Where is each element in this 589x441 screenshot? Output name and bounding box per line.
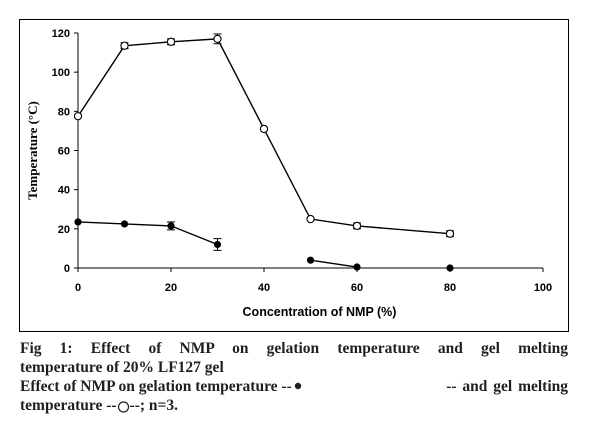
caption-body-text-2a: temperature -- — [20, 397, 117, 414]
caption-body-line-1: Effect of NMP on gelation temperature --… — [20, 377, 568, 396]
gelation-point-marker — [74, 218, 82, 226]
gelation-series-line — [77, 221, 218, 246]
caption-title-text-1: Fig 1: Effect of NMP on gelation tempera… — [20, 340, 568, 357]
y-tick-label: 120 — [52, 28, 70, 40]
gelation-point-marker — [120, 220, 129, 228]
caption-body-text-1b: -- and gel melting — [446, 378, 568, 395]
caption-body-line-2: temperature -- --; n=3. — [20, 396, 568, 415]
x-tick-label: 60 — [351, 282, 363, 294]
melting-point-marker — [259, 124, 269, 134]
melting-point-marker — [73, 112, 83, 121]
x-axis-label: Concentration of NMP (%) — [243, 305, 397, 319]
filled-circle-marker-icon — [294, 382, 301, 390]
gelation-point-marker — [167, 222, 175, 230]
melting-point-marker — [213, 34, 222, 44]
caption-body-text-2b: --; n=3. — [129, 397, 178, 414]
y-tick-label: 60 — [58, 146, 70, 158]
chart-svg: 0 20 40 60 80 100 120 0 20 40 60 80 100 Temperature … — [19, 19, 569, 332]
y-tick-label: 100 — [52, 67, 70, 79]
gelation-point-marker — [446, 264, 454, 272]
chart-area: 0 20 40 60 80 100 120 0 20 40 60 80 100 Temperature … — [19, 19, 569, 332]
figure-caption: Fig 1: Effect of NMP on gelation tempera… — [20, 339, 568, 415]
caption-body-text-1a: Effect of NMP on gelation temperature -- — [20, 378, 292, 395]
melting-point-marker — [120, 41, 129, 50]
x-tick-label: 40 — [258, 282, 270, 294]
gelation-series-line — [310, 259, 358, 268]
melting-point-marker — [445, 229, 455, 238]
melting-point-marker — [166, 37, 176, 46]
series-layer — [73, 33, 455, 272]
caption-title-line-1: Fig 1: Effect of NMP on gelation tempera… — [20, 339, 568, 358]
melting-point-marker — [352, 221, 362, 231]
gelation-point-marker — [306, 256, 315, 264]
gelation-point-marker — [353, 263, 361, 271]
y-axis-label: Temperature (°C) — [25, 101, 40, 200]
y-tick-label: 0 — [64, 263, 70, 275]
y-tick-label: 40 — [58, 185, 70, 197]
open-circle-marker-icon — [117, 400, 129, 413]
melting-series-line — [77, 38, 451, 235]
y-tick-label: 80 — [58, 106, 70, 118]
chart-border — [19, 19, 569, 332]
y-tick-label: 20 — [58, 224, 70, 236]
gelation-point-marker — [213, 240, 222, 249]
axes: 0 20 40 60 80 100 120 0 20 40 60 80 100 — [19, 19, 569, 332]
melting-point-marker — [306, 214, 315, 224]
x-tick-label: 0 — [75, 282, 81, 294]
caption-title-line-2: temperature of 20% LF127 gel — [20, 358, 568, 377]
x-tick-label: 80 — [444, 282, 456, 294]
caption-title-text-2: temperature of 20% LF127 gel — [20, 359, 224, 376]
x-tick-label: 20 — [165, 282, 177, 294]
x-tick-label: 100 — [534, 282, 552, 294]
